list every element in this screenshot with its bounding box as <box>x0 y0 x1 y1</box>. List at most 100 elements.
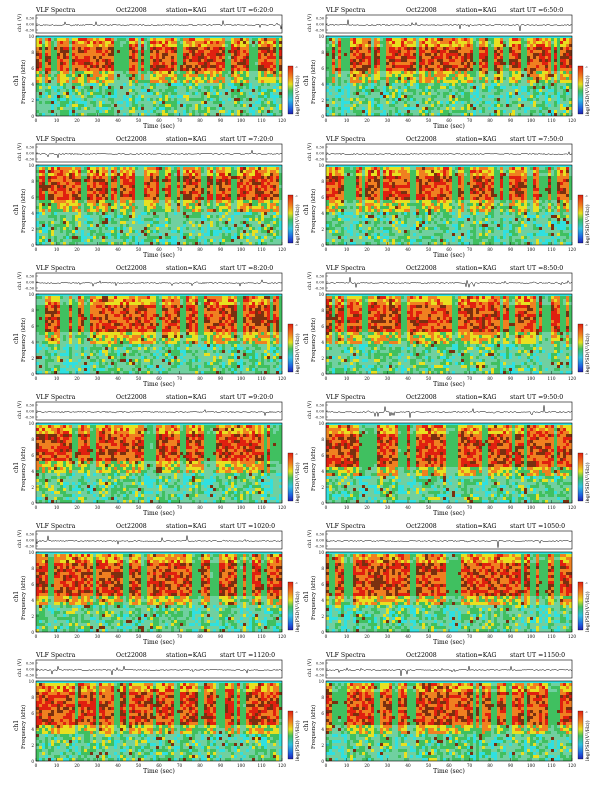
spectrogram-cell <box>75 233 78 236</box>
spectrogram-cell <box>237 47 240 50</box>
spectrogram-cell <box>225 50 228 53</box>
spectrogram-cell <box>494 77 497 80</box>
spectrogram-cell <box>87 110 90 113</box>
spectrogram-cell <box>542 92 545 95</box>
spectrogram-cell <box>491 107 494 110</box>
spectrogram-cell <box>500 92 503 95</box>
spectrogram-cell <box>398 68 401 71</box>
spectrogram-cell <box>464 68 467 71</box>
spectrogram-cell <box>521 53 524 56</box>
spectrogram-cell <box>279 38 282 41</box>
spectrogram-cell <box>48 236 51 239</box>
spectrogram-cell <box>329 110 332 113</box>
spectrogram-cell <box>156 104 159 107</box>
spectrogram-cell <box>419 47 422 50</box>
spectrogram-cell <box>198 92 201 95</box>
spectrogram-cell <box>189 47 192 50</box>
spectrogram-cell <box>431 59 434 62</box>
spectrogram-cell <box>473 110 476 113</box>
waveform-tick-label: -0.30 <box>315 29 325 33</box>
spectrogram-cell <box>54 44 57 47</box>
spectrogram-cell <box>147 113 150 116</box>
spectrogram-cell <box>210 95 213 98</box>
spectrogram-cell <box>75 236 78 239</box>
spectrogram-cell <box>515 98 518 101</box>
spectrogram-cell <box>533 110 536 113</box>
spectrogram-cell <box>279 104 282 107</box>
spectrogram-cell <box>461 83 464 86</box>
spectrogram-cell <box>267 95 270 98</box>
spectrogram-cell <box>213 47 216 50</box>
spectrogram-cell <box>114 59 117 62</box>
spectrogram-cell <box>437 65 440 68</box>
spectrogram-cell <box>545 80 548 83</box>
spectrogram-cell <box>395 104 398 107</box>
spectrogram-cell <box>404 98 407 101</box>
spectrogram-cell <box>530 104 533 107</box>
spectrogram-cell <box>515 74 518 77</box>
spectrogram-cell <box>246 83 249 86</box>
spectrogram-cell <box>195 104 198 107</box>
spectrogram-cell <box>45 173 48 176</box>
spectrogram-cell <box>539 59 542 62</box>
spectrogram-cell <box>569 110 572 113</box>
spectrogram-cell <box>353 104 356 107</box>
spectrogram-cell <box>569 89 572 92</box>
spectrogram-cell <box>389 80 392 83</box>
spectrogram-cell <box>108 44 111 47</box>
spectrogram-cell <box>123 71 126 74</box>
spectrogram-cell <box>449 77 452 80</box>
spectrogram-cell <box>72 221 75 224</box>
spectrogram-cell <box>491 53 494 56</box>
spectrogram-cell <box>488 101 491 104</box>
spectrogram-cell <box>228 77 231 80</box>
spectrogram-cell <box>96 212 99 215</box>
spectrogram-cell <box>359 80 362 83</box>
spectrogram-cell <box>380 89 383 92</box>
spectrogram-cell <box>225 89 228 92</box>
spectrogram-cell <box>476 50 479 53</box>
spectrogram-cell <box>162 83 165 86</box>
spectrogram-cell <box>105 80 108 83</box>
spectrogram-cell <box>171 74 174 77</box>
spectrogram-cell <box>54 113 57 116</box>
spectrogram-cell <box>533 38 536 41</box>
spectrogram-cell <box>452 101 455 104</box>
spectrogram-cell <box>237 56 240 59</box>
spectrogram-cell <box>512 110 515 113</box>
spectrogram-cell <box>326 44 329 47</box>
spectrogram-cell <box>548 41 551 44</box>
spectrogram-cell <box>383 71 386 74</box>
spectrogram-cell <box>395 56 398 59</box>
spectrogram-cell <box>69 230 72 233</box>
spectrogram-cell <box>431 56 434 59</box>
spectrogram-cell <box>338 38 341 41</box>
spectrogram-cell <box>75 98 78 101</box>
spectrogram-cell <box>42 101 45 104</box>
spectrogram-cell <box>425 44 428 47</box>
spectrogram-cell <box>261 95 264 98</box>
spectrogram-cell <box>81 233 84 236</box>
spectrogram-cell <box>63 50 66 53</box>
spectrogram-cell <box>240 53 243 56</box>
spectrogram-cell <box>78 101 81 104</box>
spectrogram-cell <box>255 80 258 83</box>
spectrogram-cell <box>255 86 258 89</box>
spectrogram-cell <box>36 227 39 230</box>
spectrogram-cell <box>195 65 198 68</box>
spectrogram-cell <box>416 62 419 65</box>
spectrogram-cell <box>93 50 96 53</box>
spectrogram-cell <box>350 56 353 59</box>
spectrogram-cell <box>338 110 341 113</box>
spectrogram-cell <box>156 38 159 41</box>
spectrogram-cell <box>192 41 195 44</box>
spectrogram-cell <box>102 41 105 44</box>
spectrogram-cell <box>144 68 147 71</box>
spectrogram-cell <box>479 41 482 44</box>
spectrogram-cell <box>368 44 371 47</box>
spectrogram-cell <box>416 104 419 107</box>
spectrogram-cell <box>156 101 159 104</box>
spectrogram-cell <box>503 107 506 110</box>
spectrogram-cell <box>368 50 371 53</box>
spectrogram-cell <box>434 77 437 80</box>
